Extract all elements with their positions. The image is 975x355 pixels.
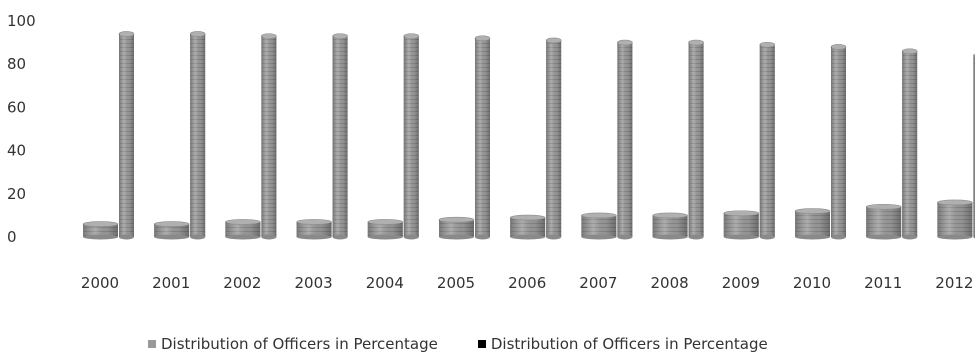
x-tick-label: 2007 <box>579 274 617 292</box>
bar-series2-2007 <box>617 39 633 240</box>
bar-series1-2001 <box>153 221 190 240</box>
bar-series2-2000 <box>118 31 135 240</box>
bar-series1-2007 <box>581 212 617 240</box>
bar-series2-2002 <box>261 33 277 240</box>
x-tick-label: 2002 <box>223 274 261 292</box>
x-axis: 2000 2001 2002 2003 2004 2005 2006 2007 2008 2009… <box>81 274 974 292</box>
legend: Distribution of Officers in Percentage D… <box>148 333 908 355</box>
bar-series2-2004 <box>403 33 420 240</box>
y-tick-label: 60 <box>7 98 26 116</box>
bar-series1-2009 <box>723 210 760 240</box>
y-axis: 0 20 40 60 80 100 <box>7 12 36 246</box>
x-tick-label: 2003 <box>295 274 333 292</box>
legend-label-1: Distribution of Officers in Percentage <box>161 335 438 353</box>
bar-series1-2003 <box>296 219 332 240</box>
x-tick-label: 2010 <box>793 274 831 292</box>
bar-series1-2008 <box>652 212 688 240</box>
x-tick-label: 2000 <box>81 274 119 292</box>
bar-series2-2005 <box>474 35 491 240</box>
y-tick-label: 20 <box>7 185 26 203</box>
bar-series2-2006 <box>545 37 562 240</box>
legend-swatch-1 <box>148 340 156 348</box>
x-tick-label: 2004 <box>366 274 404 292</box>
bar-series1-2000 <box>82 221 119 240</box>
x-tick-label: 2009 <box>722 274 760 292</box>
y-tick-label: 0 <box>7 228 17 246</box>
bar-series2-2003 <box>332 33 348 240</box>
bar-series1-2004 <box>367 219 404 240</box>
bar-series1-2005 <box>438 216 475 240</box>
bar-series1-2006 <box>509 214 546 240</box>
bar-series2-2009 <box>759 41 776 240</box>
x-tick-label: 2001 <box>152 274 190 292</box>
bar-series2-2010 <box>830 44 847 240</box>
legend-label-2: Distribution of Officers in Percentage <box>490 335 768 353</box>
bar-series1-2002 <box>225 219 261 240</box>
legend-item-2: Distribution of Officers in Percentage <box>477 333 768 355</box>
y-tick-label: 40 <box>7 142 26 160</box>
bar-series2-2008 <box>688 39 704 240</box>
legend-item-1: Distribution of Officers in Percentage <box>148 333 438 355</box>
bars-group <box>82 31 975 240</box>
bar-series2-2011 <box>901 48 918 240</box>
x-tick-label: 2005 <box>437 274 475 292</box>
x-tick-label: 2006 <box>508 274 546 292</box>
bar-series1-2011 <box>865 203 902 240</box>
legend-swatch-2 <box>477 340 486 348</box>
y-tick-label: 80 <box>7 55 26 73</box>
bar-series1-2010 <box>794 208 831 240</box>
bar-series2-2001 <box>189 31 206 240</box>
x-tick-label: 2008 <box>651 274 689 292</box>
x-tick-label: 2011 <box>864 274 902 292</box>
x-tick-label: 2012 <box>935 274 973 292</box>
bar-series1-2012 <box>937 199 973 240</box>
y-tick-label: 100 <box>7 12 36 30</box>
